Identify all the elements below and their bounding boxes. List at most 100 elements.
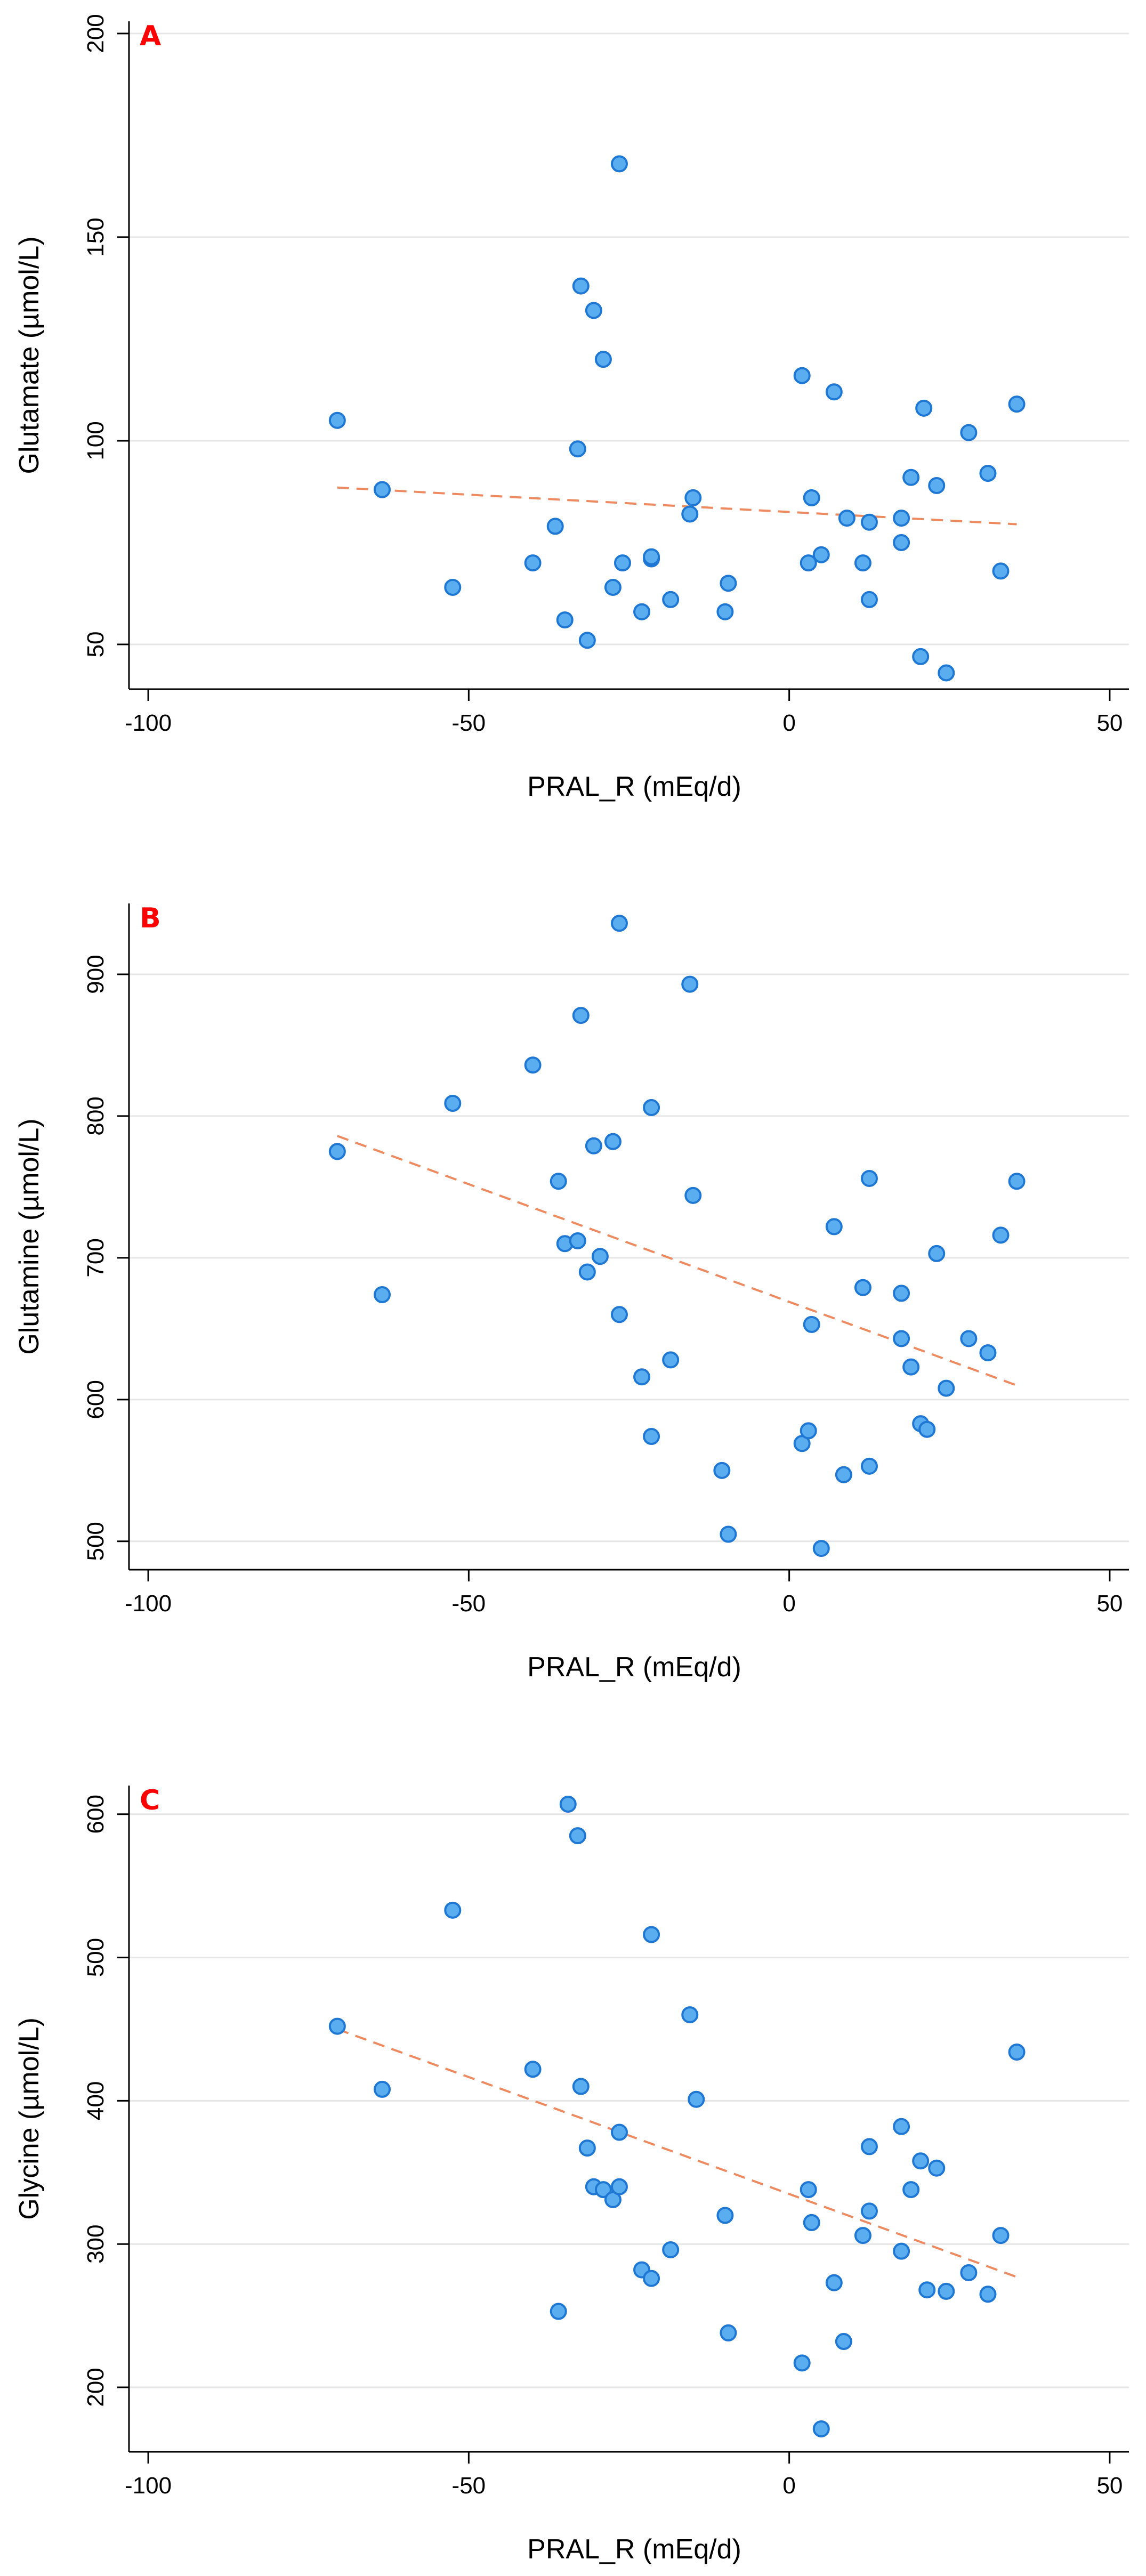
panel-a: 50 100 150 200 -100 -50 0 50 PRAL_R (mEq/d) Gluta… (14, 14, 1129, 802)
x-tick-label: -50 (452, 710, 486, 736)
data-point (960, 1330, 978, 1347)
data-point (825, 1218, 843, 1235)
data-point (569, 1827, 586, 1845)
data-point (835, 1466, 852, 1483)
panel-label: B (140, 902, 161, 934)
y-axis-label: Glycine (µmol/L) (14, 2017, 45, 2220)
data-point (572, 277, 590, 295)
x-tick-label: 50 (1096, 2473, 1123, 2499)
data-point (444, 578, 462, 596)
trend-line (337, 486, 1017, 526)
x-tick-label: -100 (125, 710, 172, 736)
data-point (591, 1248, 609, 1265)
data-point (578, 632, 596, 649)
y-tick-label: 900 (83, 955, 109, 994)
panel-label: A (140, 20, 161, 52)
data-point (803, 489, 820, 506)
panel-b: 500 600 700 800 900 -100 -50 0 50 PRAL_R (mEq/d) G… (14, 902, 1129, 1683)
data-point (643, 548, 660, 566)
data-point (643, 1926, 660, 1943)
data-point (928, 477, 946, 494)
x-tick-label: -50 (452, 2473, 486, 2499)
data-point (803, 2214, 820, 2231)
data-point (800, 554, 817, 572)
data-point (610, 915, 628, 932)
x-tick-label: 0 (782, 710, 795, 736)
data-point (604, 578, 622, 596)
data-point (893, 2118, 910, 2135)
y-tick-label: 600 (83, 1795, 109, 1834)
data-point (681, 505, 699, 523)
data-point (893, 510, 910, 527)
data-point (662, 1351, 680, 1369)
data-point (854, 1279, 871, 1296)
data-point (444, 1901, 462, 1919)
y-tick-label: 50 (83, 631, 109, 657)
x-tick-label: 50 (1096, 1590, 1123, 1617)
y-axis-label: Glutamate (µmol/L) (14, 236, 45, 474)
panel-c: 200 300 400 500 600 -100 -50 0 50 PRAL_R (mEq/d) G… (14, 1784, 1129, 2565)
data-point (546, 518, 564, 535)
data-point (979, 465, 997, 482)
data-point (912, 2152, 930, 2170)
data-point (556, 611, 574, 629)
data-point (662, 591, 680, 608)
data-point (928, 1245, 946, 1262)
data-point (902, 469, 920, 486)
data-point (938, 664, 955, 682)
data-point (938, 1379, 955, 1397)
data-point (328, 411, 346, 429)
x-tick-label: 0 (782, 2473, 795, 2499)
data-point (578, 2139, 596, 2157)
data-point (812, 2420, 830, 2437)
data-point (928, 2159, 946, 2177)
data-point (835, 2333, 852, 2351)
data-point (684, 1186, 702, 1204)
data-point (979, 1344, 997, 1362)
y-tick-label: 600 (83, 1380, 109, 1419)
data-point (860, 2138, 878, 2155)
x-tick-label: -100 (125, 2473, 172, 2499)
data-point (912, 648, 930, 665)
data-point (854, 2227, 871, 2244)
y-tick-label: 200 (83, 14, 109, 53)
data-point (559, 1795, 577, 1813)
data-point (684, 489, 702, 506)
data-point (585, 1137, 602, 1154)
data-point (1008, 395, 1026, 413)
data-point (578, 1263, 596, 1281)
data-point (838, 510, 856, 527)
data-point (860, 1169, 878, 1187)
data-point (992, 2227, 1010, 2244)
data-point (594, 351, 612, 368)
data-point (444, 1095, 462, 1112)
data-point (1008, 1173, 1026, 1190)
y-tick-label: 150 (83, 217, 109, 256)
data-point (902, 1358, 920, 1376)
data-point (812, 1540, 830, 1557)
data-point (960, 2264, 978, 2281)
data-point (979, 2286, 997, 2303)
data-point (716, 2207, 734, 2224)
data-point (328, 2017, 346, 2035)
data-point (902, 2181, 920, 2199)
data-point (918, 1420, 936, 1438)
y-tick-label: 300 (83, 2225, 109, 2264)
data-point (1008, 2044, 1026, 2061)
y-tick-label: 800 (83, 1096, 109, 1135)
trend-line (337, 1135, 1018, 1387)
data-point (716, 603, 734, 620)
y-tick-label: 400 (83, 2081, 109, 2120)
y-tick-label: 200 (83, 2368, 109, 2407)
data-point (604, 1133, 622, 1150)
data-point (681, 2006, 699, 2024)
data-point (720, 1525, 737, 1543)
data-point (662, 2241, 680, 2258)
y-axis-label: Glutamine (µmol/L) (14, 1118, 45, 1354)
data-point (524, 554, 542, 572)
data-point (610, 2178, 628, 2195)
data-point (860, 591, 878, 608)
data-point (713, 1461, 731, 1479)
data-point (610, 155, 628, 173)
